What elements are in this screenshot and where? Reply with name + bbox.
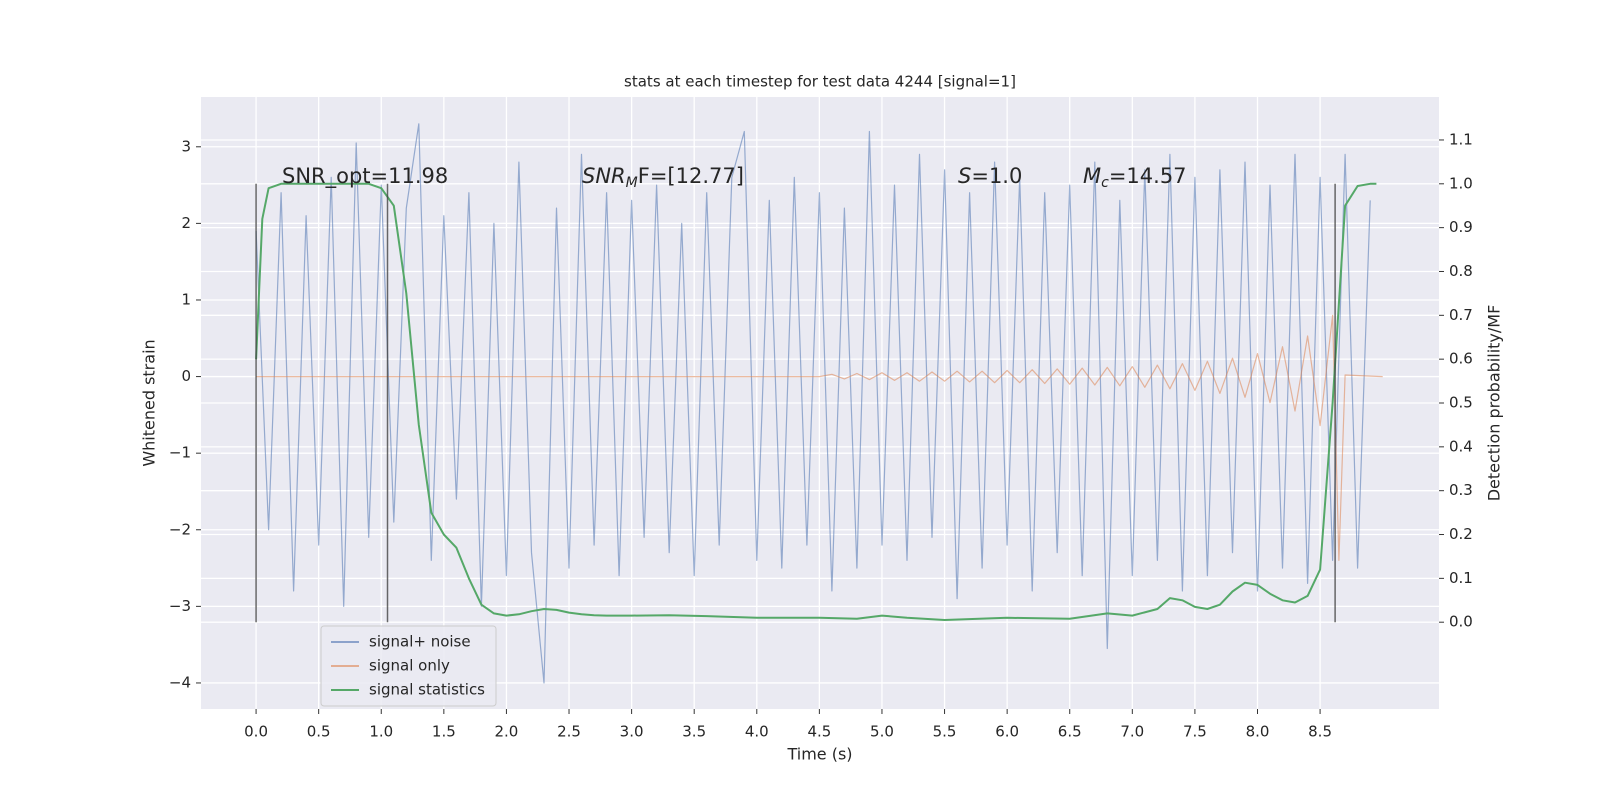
x-tick-label: 0.5 [307,723,331,741]
annotation: Mc=14.57 [1083,164,1187,191]
x-tick-label: 1.0 [369,723,393,741]
y2-tick-label: 0.8 [1449,262,1473,280]
series-line [255,182,1377,621]
annotation: S=1.0 [958,164,1022,188]
x-tick-label: 2.5 [557,723,581,741]
legend-label: signal+ noise [369,633,471,651]
x-tick-label: 5.5 [933,723,957,741]
y2-tick-label: 0.6 [1449,350,1473,368]
y-tick-label: −3 [169,597,191,615]
y-tick-label: −1 [169,444,191,462]
legend-box [320,625,497,707]
annotation-part: =1.0 [971,164,1022,188]
x-tick-label: 4.5 [807,723,831,741]
y2-axis-label: Detection probability/MF [1485,305,1504,502]
x-tick-label: 5.0 [870,723,894,741]
y-tick-label: −2 [169,520,191,538]
marks [255,123,1383,684]
y-tick-label: −4 [169,673,191,691]
x-tick-label: 2.0 [495,723,519,741]
y-tick-label: 2 [181,214,191,232]
x-tick-label: 3.0 [620,723,644,741]
x-tick-label: 3.5 [682,723,706,741]
annotation-part: S [958,164,971,188]
chart-title: stats at each timestep for test data 424… [624,73,1016,91]
x-tick-label: 4.0 [745,723,769,741]
annotation: SNRMF=[12.77] [582,164,744,191]
y2-tick-label: 0.5 [1449,394,1473,412]
y-tick-label: 1 [181,290,191,308]
y-axis-label: Whitened strain [140,339,159,466]
y2-tick-label: 1.1 [1449,130,1473,148]
x-tick-label: 7.0 [1120,723,1144,741]
y2-tick-label: 0.7 [1449,306,1473,324]
annotation-part: =14.57 [1109,164,1187,188]
annotation-sub: c [1101,175,1109,191]
series-line [255,123,1371,684]
y-tick-label: 3 [181,137,191,155]
x-tick-label: 0.0 [244,723,268,741]
x-tick-label: 7.5 [1183,723,1207,741]
annotation-sub: M [626,175,638,191]
y-tick-label: 0 [181,367,191,385]
x-tick-label: 6.5 [1058,723,1082,741]
y2-tick-label: 0.0 [1449,613,1473,631]
y2-tick-label: 0.3 [1449,481,1473,499]
legend-label: signal statistics [369,681,485,699]
annotation-part: F=[12.77] [638,164,744,188]
y2-tick-label: 0.1 [1449,569,1473,587]
series-line [256,314,1383,561]
x-tick-label: 8.0 [1246,723,1270,741]
x-axis-label: Time (s) [786,745,852,764]
annotation-part: M [1083,164,1101,188]
x-tick-label: 6.0 [995,723,1019,741]
y2-tick-label: 0.2 [1449,525,1473,543]
legend-label: signal only [369,657,450,675]
y2-tick-label: 0.4 [1449,437,1473,455]
annotation: SNR_opt=11.98 [282,164,448,189]
y2-tick-label: 0.9 [1449,218,1473,236]
x-tick-label: 8.5 [1308,723,1332,741]
x-tick-label: 1.5 [432,723,456,741]
annotation-part: SNR [582,164,626,188]
y2-tick-label: 1.0 [1449,174,1473,192]
legend: signal+ noise signal only signal statistic… [320,625,497,707]
